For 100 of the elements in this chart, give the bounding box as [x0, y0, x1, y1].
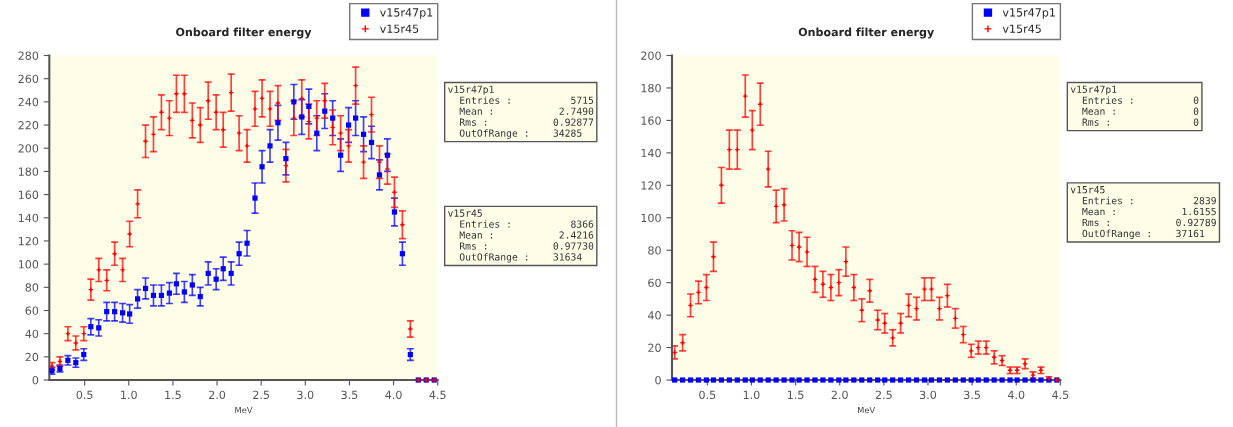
point	[936, 377, 943, 383]
point	[850, 284, 857, 291]
point	[104, 309, 110, 315]
point	[960, 377, 966, 383]
point	[913, 377, 920, 383]
point	[158, 292, 165, 299]
chart-title: Onboard filter energy	[176, 27, 312, 39]
x-tick-label: 0.5	[699, 390, 716, 400]
point	[330, 115, 336, 121]
point	[134, 200, 141, 207]
x-tick-label: 2.0	[209, 390, 226, 400]
point	[952, 377, 958, 383]
y-tick-label: 120	[18, 236, 39, 246]
point	[890, 377, 896, 383]
point	[220, 266, 226, 272]
legend-label: v15r47p1	[380, 8, 433, 19]
x-tick-label: 1.0	[121, 390, 137, 400]
point	[749, 127, 756, 134]
point	[360, 159, 367, 166]
point	[812, 377, 818, 383]
y-tick-label: 180	[18, 167, 39, 176]
y-tick-label: 80	[648, 246, 661, 255]
point	[695, 377, 702, 383]
point	[789, 377, 795, 383]
point	[898, 377, 904, 383]
x-tick-label: 4.0	[1007, 390, 1025, 400]
point	[407, 326, 414, 332]
y-tick-label: 160	[641, 116, 661, 125]
y-tick-label: 100	[18, 260, 39, 269]
text: v15r47p1 Entries : 0 Mean : 0 Rms : 0	[1070, 85, 1199, 126]
point	[119, 267, 126, 273]
text: v15r45 Entries : 2839 Mean : 1.6155 Rms : 0.92789 OutOfRange : 37161	[1070, 186, 1216, 240]
chart-title: Onboard filter energy	[798, 27, 934, 39]
x-axis-title: MeV	[235, 407, 253, 414]
y-tick-label: 140	[18, 213, 39, 223]
point	[726, 377, 732, 383]
point	[353, 115, 359, 121]
y-tick-label: 0	[655, 376, 661, 385]
point	[283, 156, 289, 162]
point	[687, 377, 694, 383]
point	[975, 377, 981, 383]
y-tick-label: 280	[18, 51, 39, 60]
point	[88, 324, 94, 330]
x-tick-label: 2.5	[253, 390, 270, 400]
point	[757, 377, 763, 383]
point	[166, 290, 172, 296]
x-tick-label: 1.5	[787, 390, 804, 400]
point	[282, 162, 289, 169]
point	[1007, 377, 1013, 383]
y-tick-label: 240	[18, 97, 39, 107]
legend-label: v15r45	[1002, 24, 1041, 33]
point	[173, 281, 180, 287]
point	[259, 164, 265, 170]
point	[889, 334, 896, 341]
point	[827, 284, 834, 291]
y-tick-label: 260	[18, 74, 39, 84]
point	[796, 377, 802, 383]
point	[836, 377, 842, 383]
point	[267, 105, 273, 112]
text: v15r47p1 Entries : 5715 Mean : 2.7490 Rms : 0.92877 OutOfRange : 34285	[448, 85, 594, 139]
point	[742, 377, 748, 383]
point	[134, 296, 141, 302]
y-tick-label: 180	[641, 83, 661, 93]
point	[407, 351, 413, 358]
point	[87, 286, 94, 293]
y-tick-label: 200	[641, 51, 661, 60]
point	[928, 286, 935, 293]
x-tick-label: 3.0	[919, 390, 937, 400]
point	[81, 351, 87, 358]
point	[765, 377, 771, 383]
point	[1022, 377, 1028, 383]
point	[166, 115, 173, 121]
legend-label: v15r47p1	[1002, 8, 1055, 19]
point	[749, 377, 755, 383]
point	[983, 377, 989, 383]
point	[874, 317, 881, 323]
x-tick-label: 0.5	[76, 390, 93, 400]
point	[796, 244, 802, 250]
x-tick-label: 4.0	[385, 390, 402, 400]
point	[867, 377, 873, 383]
point	[368, 139, 375, 146]
y-tick-label: 40	[647, 311, 661, 320]
x-axis-title: MeV	[857, 407, 876, 414]
point	[259, 95, 265, 102]
x-tick-label: 2.0	[831, 390, 848, 400]
point	[703, 377, 710, 383]
point	[228, 89, 235, 96]
point	[804, 377, 810, 383]
point	[127, 311, 133, 317]
point	[710, 377, 717, 383]
point	[843, 377, 849, 383]
point	[1014, 377, 1020, 383]
point	[205, 270, 211, 276]
point	[244, 143, 250, 149]
point	[1038, 377, 1044, 383]
point	[189, 282, 195, 288]
point	[228, 270, 234, 276]
point	[828, 377, 834, 383]
point	[718, 377, 725, 383]
point	[859, 377, 865, 383]
